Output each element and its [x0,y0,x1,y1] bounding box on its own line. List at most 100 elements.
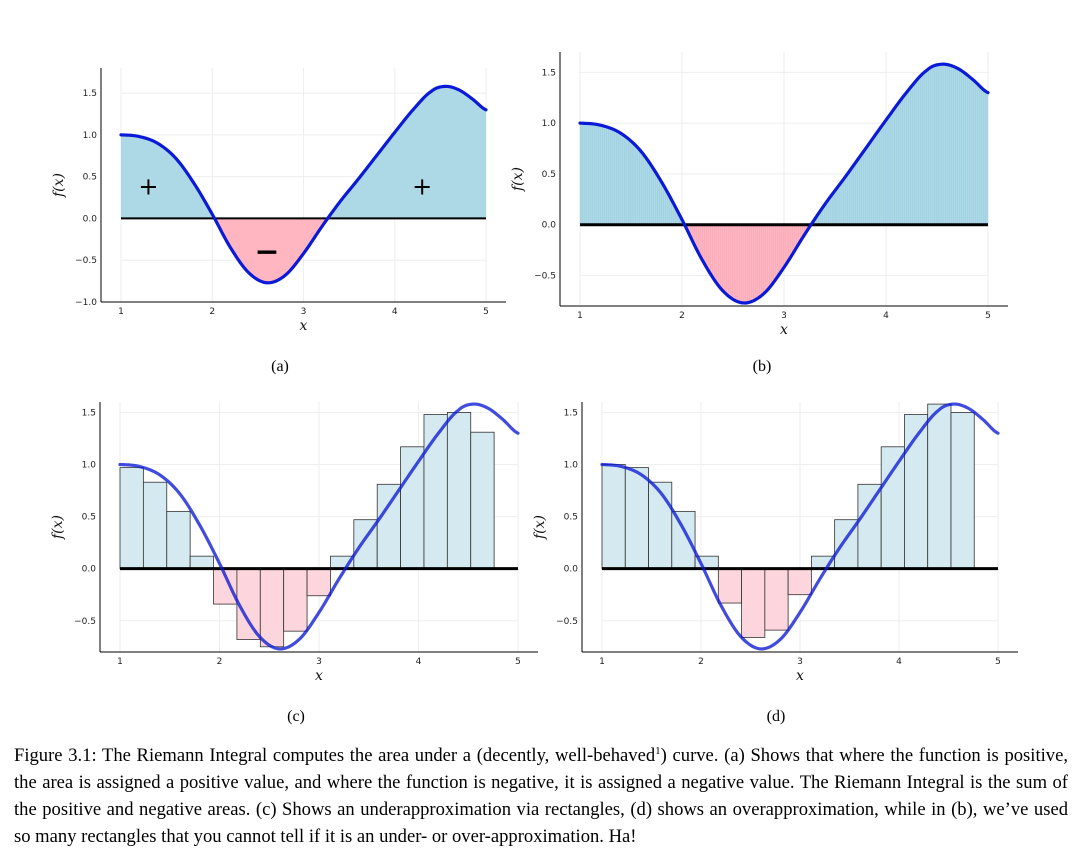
thin-rectangle [649,163,652,225]
thin-rectangle [620,133,623,225]
thin-rectangle [975,83,978,225]
y-tick-label: 1.0 [564,461,579,471]
bar [950,412,975,570]
thin-rectangle [636,147,640,225]
bar [717,568,742,604]
thin-rectangle [883,121,887,225]
thin-rectangle [865,146,868,225]
thin-rectangle [875,132,878,225]
function-curve [118,402,520,651]
x-tick-label: 4 [883,311,889,321]
chart-c: 1.5 1.0 0.5 0.0 −0.5 1 2 3 4 5 x f(x) [50,402,538,684]
thin-rectangle [873,135,876,225]
thin-rectangle [590,123,593,225]
thin-rectangle [751,224,754,302]
thin-rectangle [834,189,838,225]
x-tick-label: 2 [698,657,704,667]
thin-rectangle [967,75,970,225]
y-tick-label: 0.0 [82,565,97,575]
thin-rectangle [847,172,850,225]
thin-rectangle [722,224,725,292]
thin-rectangle [736,224,740,302]
thin-rectangle [604,126,607,225]
thin-rectangle [594,124,597,225]
thin-rectangle [871,138,874,225]
thin-rectangle [628,139,632,225]
thin-rectangle [889,112,893,225]
thin-rectangle [777,224,781,275]
y-tick-label: −1.0 [75,298,97,308]
label-a: (a) [271,358,289,375]
y-axis-label: f(x) [532,515,548,540]
thin-rectangle [983,90,987,225]
thin-rectangle [832,191,836,225]
x-tick-label: 5 [483,307,489,317]
bar [857,483,882,570]
thin-rectangle [830,194,834,225]
thin-rectangle [759,224,762,297]
x-tick-label: 2 [679,311,685,321]
thin-rectangle [771,224,774,284]
x-tick-label: 1 [599,657,605,667]
thin-rectangle [651,167,654,225]
thin-rectangle [961,71,964,225]
y-tick-label: −0.5 [74,617,96,627]
y-tick-label: 1.5 [542,68,556,78]
thin-rectangle [618,132,621,225]
thin-rectangle [769,224,772,287]
thin-rectangle [663,187,666,225]
caption-lead: Figure 3.1: The Riemann Integral compute… [14,745,656,766]
x-tick-label: 3 [797,657,803,667]
thin-rectangle [902,96,905,225]
thin-rectangle [634,145,638,225]
thin-rectangle [728,224,732,298]
thin-rectangle [859,155,862,225]
thin-rectangle [881,124,885,225]
thin-rectangle [785,224,789,263]
thin-rectangle [879,126,883,225]
thin-rectangle [702,224,705,263]
thin-rectangle [934,64,938,225]
thin-rectangle [920,74,923,225]
x-axis-label: x [300,318,308,334]
thin-rectangle [616,131,619,225]
thin-rectangle [741,224,744,303]
bar [601,464,626,570]
thin-rectangle [853,164,856,225]
thin-rectangle [914,81,917,225]
x-axis-label: x [780,322,788,338]
thin-rectangle [655,173,658,225]
thin-rectangle [765,224,768,291]
thin-rectangle [632,143,636,225]
thin-rectangle [606,126,609,225]
x-axis-label: x [315,668,323,684]
function-curve [119,84,488,285]
bar [119,467,144,570]
thin-rectangle [747,224,750,303]
thin-rectangle [955,67,958,225]
bar [446,412,472,570]
x-tick-label: 2 [217,657,223,667]
label-b: (b) [752,358,772,375]
x-tick-label: 5 [515,657,521,667]
thin-rectangle [932,65,936,225]
thin-rectangle [753,224,756,301]
thin-rectangle [963,72,966,225]
thin-rectangle [732,224,736,301]
thin-rectangle [755,224,758,300]
y-tick-label: −0.5 [75,256,97,266]
bar [671,510,696,570]
thin-rectangle [600,125,603,225]
thin-rectangle [945,64,948,225]
thin-rectangle [624,136,628,225]
thin-rectangle [861,152,864,225]
label-d: (d) [766,708,786,725]
thin-rectangle [763,224,766,294]
thin-rectangle [828,197,832,225]
thin-rectangle [767,224,770,289]
y-tick-label: 0.0 [83,214,98,224]
thin-rectangle [708,224,711,273]
thin-rectangle [926,69,929,225]
x-tick-label: 4 [896,657,902,667]
x-tick-label: 3 [301,307,307,317]
